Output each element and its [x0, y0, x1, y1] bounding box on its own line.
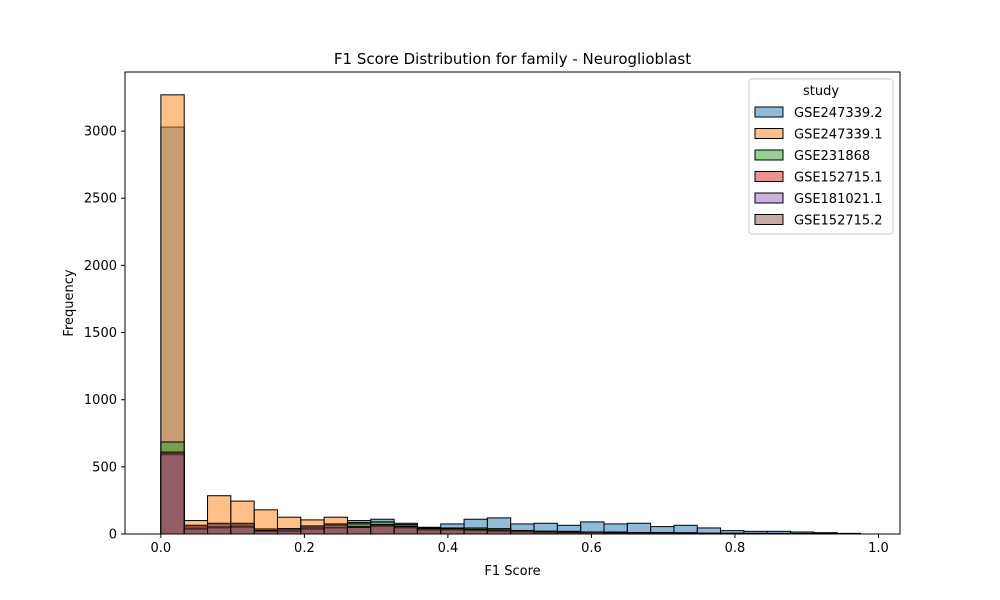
histogram-bar [183, 524, 209, 535]
y-axis-label: Frequency [62, 269, 77, 336]
histogram-bar [300, 525, 325, 535]
histogram-bar [323, 523, 348, 535]
legend-item: GSE152715.2 [754, 214, 883, 229]
histogram-bar [276, 528, 302, 535]
histogram-bar [253, 530, 278, 535]
histogram-bar [370, 525, 395, 535]
legend-swatch [754, 106, 784, 118]
y-tick-label: 500 [92, 460, 117, 475]
legend: study GSE247339.2 GSE247339.1 GSE231868 GSE1… [748, 78, 894, 235]
histogram-bar [230, 522, 255, 535]
x-axis-label: F1 Score [484, 564, 540, 579]
legend-item: GSE231868 [754, 149, 870, 164]
legend-item: GSE247339.2 [754, 106, 883, 121]
legend-swatch [754, 214, 784, 225]
legend-label: GSE152715.1 [794, 171, 883, 186]
bars-layer [160, 94, 862, 535]
legend-swatch [754, 149, 784, 161]
legend-label: GSE247339.1 [794, 128, 883, 143]
legend-swatch [754, 192, 784, 204]
y-tick-label: 1000 [84, 393, 117, 408]
y-tick-label: 2000 [84, 259, 117, 274]
x-tick-label: 0.6 [581, 541, 602, 556]
legend-item: GSE247339.1 [754, 128, 883, 143]
histogram-bar [510, 530, 535, 535]
legend-label: GSE247339.2 [794, 106, 883, 121]
y-tick-label: 1500 [84, 326, 117, 341]
axes-layer: 0.0 0.2 0.4 0.6 0.8 1.0 0 500 1000 1500 2000 2500 30… [84, 71, 901, 556]
x-tick-label: 0.2 [294, 541, 315, 556]
x-tick-label: 1.0 [868, 541, 889, 556]
legend-item: GSE181021.1 [754, 192, 883, 207]
x-tick-label: 0.8 [725, 541, 746, 556]
histogram-bar [346, 526, 372, 535]
y-tick-label: 2500 [84, 192, 117, 207]
legend-label: GSE181021.1 [794, 192, 883, 207]
legend-swatch [754, 171, 784, 182]
histogram-bar [207, 522, 232, 535]
chart-title: F1 Score Distribution for family - Neuro… [334, 50, 691, 68]
histogram-bar [486, 529, 512, 535]
y-tick-label: 0 [109, 528, 117, 543]
histogram-bar [416, 528, 442, 535]
legend-swatch [754, 128, 784, 139]
legend-label: GSE231868 [794, 149, 870, 164]
x-tick-label: 0.4 [438, 541, 459, 556]
histogram-bar [393, 526, 418, 535]
legend-box [748, 78, 894, 235]
x-tick-label: 0.0 [151, 541, 172, 556]
histogram-bar [440, 528, 465, 535]
legend-label: GSE152715.2 [794, 214, 883, 229]
y-tick-label: 3000 [84, 125, 117, 140]
plot-frame [124, 71, 901, 535]
histogram-bar [160, 451, 185, 535]
histogram-bar [463, 528, 488, 535]
legend-item: GSE152715.1 [754, 171, 883, 186]
legend-title: study [803, 84, 839, 99]
